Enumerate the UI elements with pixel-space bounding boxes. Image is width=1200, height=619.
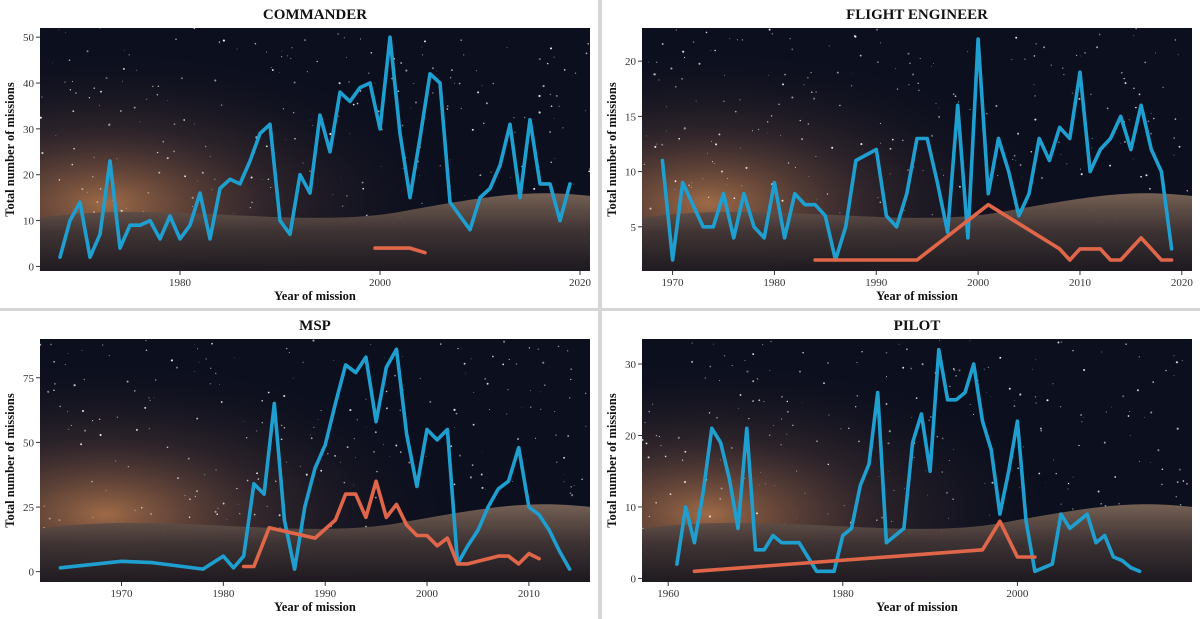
- chart-title: COMMANDER: [263, 7, 367, 23]
- y-tick-label: 25: [23, 502, 35, 514]
- x-tick-label: 1980: [212, 588, 235, 600]
- x-axis-label: Year of mission: [876, 600, 958, 614]
- y-tick-label: 20: [625, 430, 637, 442]
- x-tick-label: 1980: [169, 277, 192, 289]
- plot-background: [40, 339, 590, 582]
- x-axis-label: Year of mission: [274, 600, 356, 614]
- axes: 1980 2000 2020 0 10 20 30 40 50: [23, 32, 592, 289]
- x-tick-label: 2000: [416, 588, 439, 600]
- y-tick-label: 50: [23, 437, 35, 449]
- series-line-blue: [58, 347, 572, 571]
- stars-decoration: [642, 340, 1188, 535]
- chart-svg: 1970 1980 1990 2000 2010 2020 5 10 15 20 FLIGHT EN…: [605, 7, 1193, 303]
- series-layer: [58, 35, 572, 259]
- y-tick-label: 50: [23, 32, 35, 44]
- x-tick-label: 2010: [1069, 277, 1092, 289]
- y-tick-label: 40: [23, 78, 35, 90]
- x-tick-label: 2000: [1006, 588, 1029, 600]
- chart-title: PILOT: [894, 318, 941, 334]
- horizon-decoration: [40, 193, 590, 271]
- horizon-decoration: [642, 504, 1192, 582]
- chart-svg: 1960 1980 2000 0 10 20 30 PILOT Year of mission T…: [605, 318, 1192, 614]
- y-tick-label: 75: [23, 373, 35, 385]
- y-tick-label: 15: [625, 111, 637, 123]
- y-tick-label: 0: [29, 261, 35, 273]
- series-line-orange: [692, 519, 1037, 574]
- axes: 1960 1980 2000 0 10 20 30: [625, 359, 1029, 600]
- series-line-blue: [58, 35, 572, 259]
- y-axis-label: Total number of missions: [3, 393, 17, 528]
- y-tick-label: 20: [23, 170, 35, 182]
- series-layer: [58, 347, 572, 571]
- x-tick-label: 2000: [369, 277, 392, 289]
- plot-background: [642, 28, 1192, 271]
- chart-title: MSP: [299, 318, 331, 334]
- chart-title: FLIGHT ENGINEER: [846, 7, 988, 23]
- x-axis-label: Year of mission: [274, 289, 356, 303]
- x-tick-label: 1980: [763, 277, 786, 289]
- series-layer: [660, 37, 1174, 262]
- axes: 1970 1980 1990 2000 2010 0 25 50 75: [23, 373, 540, 600]
- stars-decoration: [643, 28, 1188, 223]
- chart-svg: 1970 1980 1990 2000 2010 0 25 50 75 MSP Year of mi…: [3, 318, 590, 614]
- facet-flight-engineer: 1970 1980 1990 2000 2010 2020 5 10 15 20 FLIGHT EN…: [602, 0, 1200, 308]
- plot-background: [642, 339, 1192, 582]
- y-axis-label: Total number of missions: [605, 393, 619, 528]
- y-axis-label: Total number of missions: [605, 82, 619, 217]
- x-tick-label: 2020: [1171, 277, 1194, 289]
- x-tick-label: 2000: [967, 277, 990, 289]
- facet-commander: 1980 2000 2020 0 10 20 30 40 50 COMMANDER Year of …: [0, 0, 598, 308]
- x-tick-label: 1970: [110, 588, 133, 600]
- stars-decoration: [40, 339, 587, 534]
- series-line-blue: [660, 37, 1174, 262]
- y-tick-label: 10: [625, 502, 637, 514]
- axes: 1970 1980 1990 2000 2010 2020 5 10 15 20: [625, 56, 1193, 289]
- y-tick-label: 20: [625, 56, 637, 68]
- y-tick-label: 30: [23, 124, 35, 136]
- x-tick-label: 1980: [832, 588, 855, 600]
- y-tick-label: 10: [625, 167, 637, 179]
- x-tick-label: 2010: [518, 588, 541, 600]
- x-tick-label: 1990: [865, 277, 888, 289]
- series-line-orange: [813, 202, 1174, 262]
- series-line-orange: [373, 246, 427, 255]
- y-tick-label: 30: [625, 359, 637, 371]
- facet-pilot: 1960 1980 2000 0 10 20 30 PILOT Year of mission T…: [602, 311, 1200, 619]
- series-line-orange: [241, 479, 541, 569]
- y-tick-label: 5: [631, 222, 637, 234]
- x-tick-label: 1960: [657, 588, 680, 600]
- series-line-blue: [675, 347, 1142, 574]
- x-tick-label: 1990: [314, 588, 337, 600]
- y-tick-label: 10: [23, 216, 35, 228]
- series-layer: [675, 347, 1142, 574]
- y-tick-label: 0: [29, 567, 35, 579]
- y-axis-label: Total number of missions: [3, 82, 17, 217]
- x-axis-label: Year of mission: [876, 289, 958, 303]
- facet-msp: 1970 1980 1990 2000 2010 0 25 50 75 MSP Year of mi…: [0, 311, 598, 619]
- chart-svg: 1980 2000 2020 0 10 20 30 40 50 COMMANDER Year of …: [3, 7, 592, 303]
- x-tick-label: 2020: [569, 277, 592, 289]
- y-tick-label: 0: [631, 573, 637, 585]
- x-tick-label: 1970: [662, 277, 685, 289]
- horizon-decoration: [40, 504, 590, 582]
